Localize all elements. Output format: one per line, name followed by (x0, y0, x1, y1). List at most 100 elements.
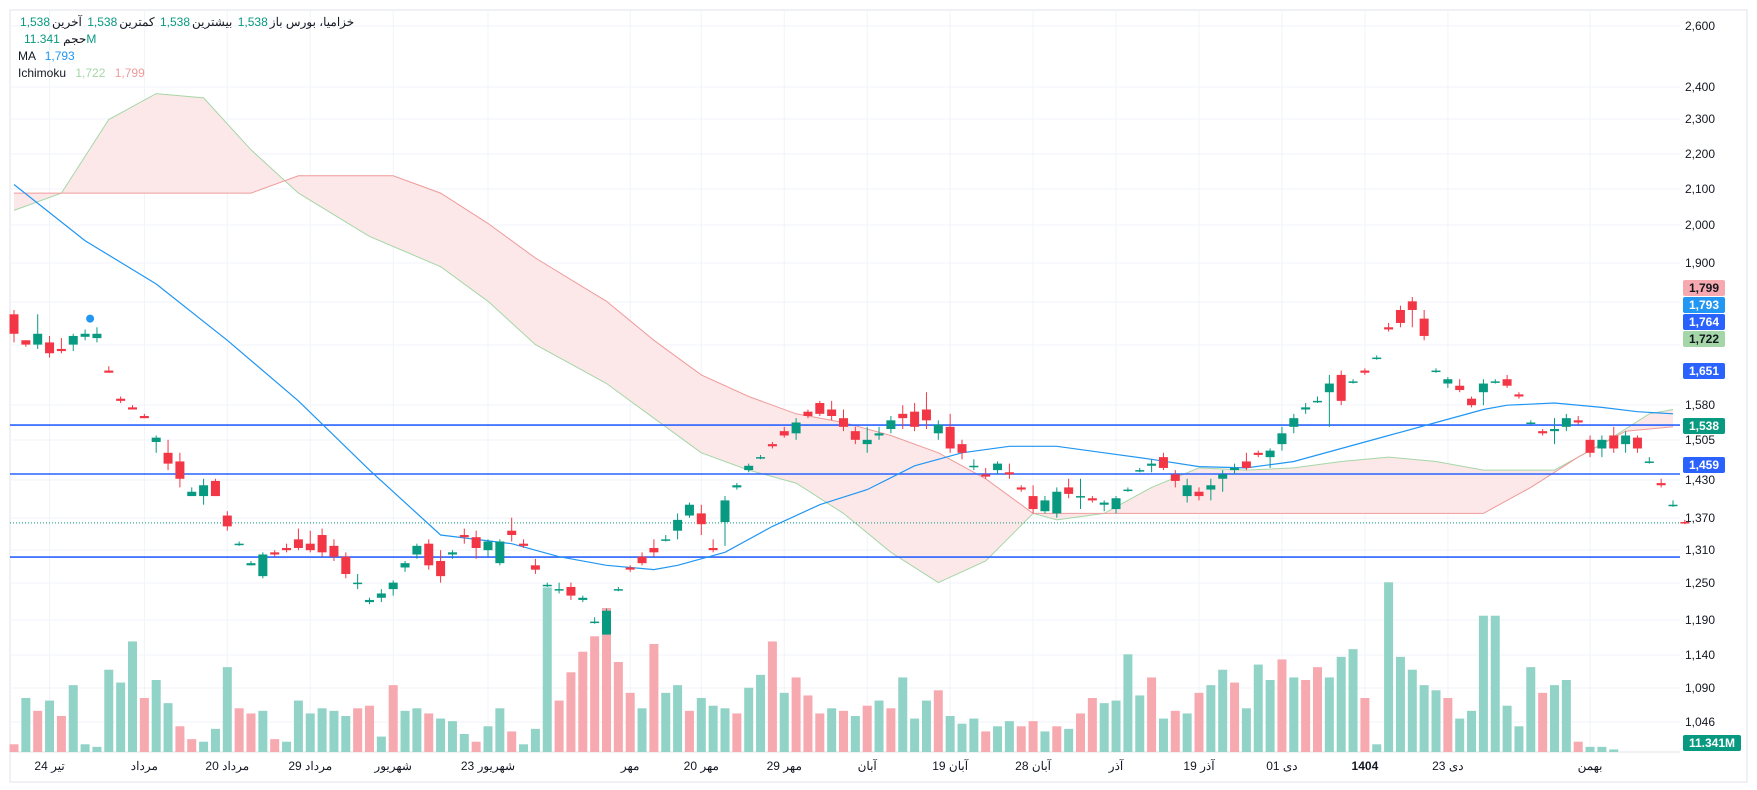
candle-body (1644, 461, 1654, 463)
time-tick-label: 20 مهر (684, 759, 719, 773)
volume-bar (1443, 698, 1453, 752)
time-tick-label: 20 مرداد (205, 759, 249, 773)
volume-bar (270, 739, 280, 752)
volume-bar (483, 726, 493, 752)
volume-bar (850, 716, 860, 752)
volume-bar (1040, 731, 1050, 752)
volume-bar (1467, 710, 1477, 752)
time-tick-label: آذر (1108, 758, 1124, 773)
ma-legend-row[interactable]: MA 1,793 (18, 48, 354, 65)
price-label-text: 1,793 (1689, 298, 1719, 312)
volume-bar (566, 672, 576, 752)
volume-bar (258, 710, 268, 752)
candle-body (68, 335, 78, 345)
candle-body (1502, 379, 1512, 386)
candle-body (1680, 522, 1690, 524)
volume-bar (1407, 669, 1417, 752)
candle-body (45, 342, 55, 354)
volume-bar (554, 700, 564, 752)
candle-body (1206, 485, 1216, 490)
candle-body (1632, 437, 1642, 449)
ma-label: MA (18, 49, 36, 63)
candle-body (1407, 301, 1417, 310)
candle-body (1087, 498, 1097, 501)
ohlc-row: خزامیا، بورس باز1,538 بیشترین1,538 کمتری… (18, 14, 354, 31)
open-value: 1,538 (237, 15, 268, 29)
volume-bar (1585, 746, 1595, 752)
candle-body (1431, 370, 1441, 373)
volume-bar (827, 708, 837, 752)
price-label-text: 1,538 (1689, 419, 1719, 433)
volume-bar (767, 641, 777, 752)
price-tick-label: 1,580 (1685, 398, 1715, 412)
candle-body (1348, 381, 1358, 383)
price-label-badge (1683, 331, 1725, 347)
volume-bar (862, 705, 872, 752)
price-tick-label: 2,600 (1685, 19, 1715, 33)
volume-bar (1573, 741, 1583, 752)
volume-bar (1478, 615, 1488, 752)
candle-body (1514, 394, 1524, 397)
candle-body (56, 348, 66, 352)
price-tick-label: 2,200 (1685, 147, 1715, 161)
low-value: 1,538 (87, 15, 118, 29)
candle-body (1538, 431, 1548, 434)
volume-bar (874, 700, 884, 752)
volume-bar (649, 644, 659, 752)
volume-bar (1597, 746, 1607, 752)
volume-bar (625, 692, 635, 752)
ichimoku-legend-row[interactable]: Ichimoku 1,722 1,799 (18, 65, 354, 82)
candle-body (1040, 500, 1050, 512)
volume-bar (803, 695, 813, 752)
candle-body (305, 543, 315, 551)
volume-bar (80, 744, 90, 752)
candle-body (1668, 504, 1678, 507)
volume-bar (756, 674, 766, 752)
volume-bar (1241, 708, 1251, 752)
candle-body (1099, 502, 1109, 505)
volume-bar (175, 726, 185, 752)
volume-bar (1147, 677, 1157, 752)
candle-body (151, 437, 161, 442)
volume-bar (1324, 677, 1334, 752)
candle-body (1395, 309, 1405, 323)
candle-body (957, 444, 967, 453)
volume-bar (933, 690, 943, 752)
candle-body (578, 597, 588, 600)
volume-bar (1538, 692, 1548, 752)
volume-bar (910, 718, 920, 752)
candle-body (590, 621, 600, 624)
volume-bar (945, 716, 955, 752)
volume-bar (1277, 659, 1287, 752)
price-label-text: 1,799 (1689, 281, 1719, 295)
candle-body (1360, 370, 1370, 373)
symbol-name: خزامیا، بورس (285, 15, 355, 29)
open-label: باز (269, 15, 283, 29)
candle-body (9, 314, 19, 334)
volume-bar (684, 710, 694, 752)
candle-body (1277, 433, 1287, 445)
candle-body (732, 485, 742, 488)
volume-bar (1502, 705, 1512, 752)
candle-body (1313, 400, 1322, 403)
volume-bar (519, 744, 529, 752)
volume-legend-row[interactable]: حجم 11.341M (18, 31, 354, 48)
time-tick-label: مهر (620, 759, 640, 773)
candle-body (270, 552, 280, 555)
volume-bar (1384, 582, 1394, 752)
time-tick-label: 23 شهریور (461, 759, 515, 773)
candle-body (1253, 452, 1263, 455)
volume-bar (993, 726, 1003, 752)
candle-body (365, 599, 374, 603)
candle-body (447, 552, 457, 555)
candle-body (1384, 327, 1394, 330)
volume-bar (139, 698, 149, 752)
candle-body (779, 431, 789, 436)
candle-body (933, 424, 943, 434)
candle-body (519, 543, 529, 546)
candle-body (1265, 450, 1275, 458)
candle-body (1561, 418, 1571, 427)
volume-bar (341, 716, 351, 752)
